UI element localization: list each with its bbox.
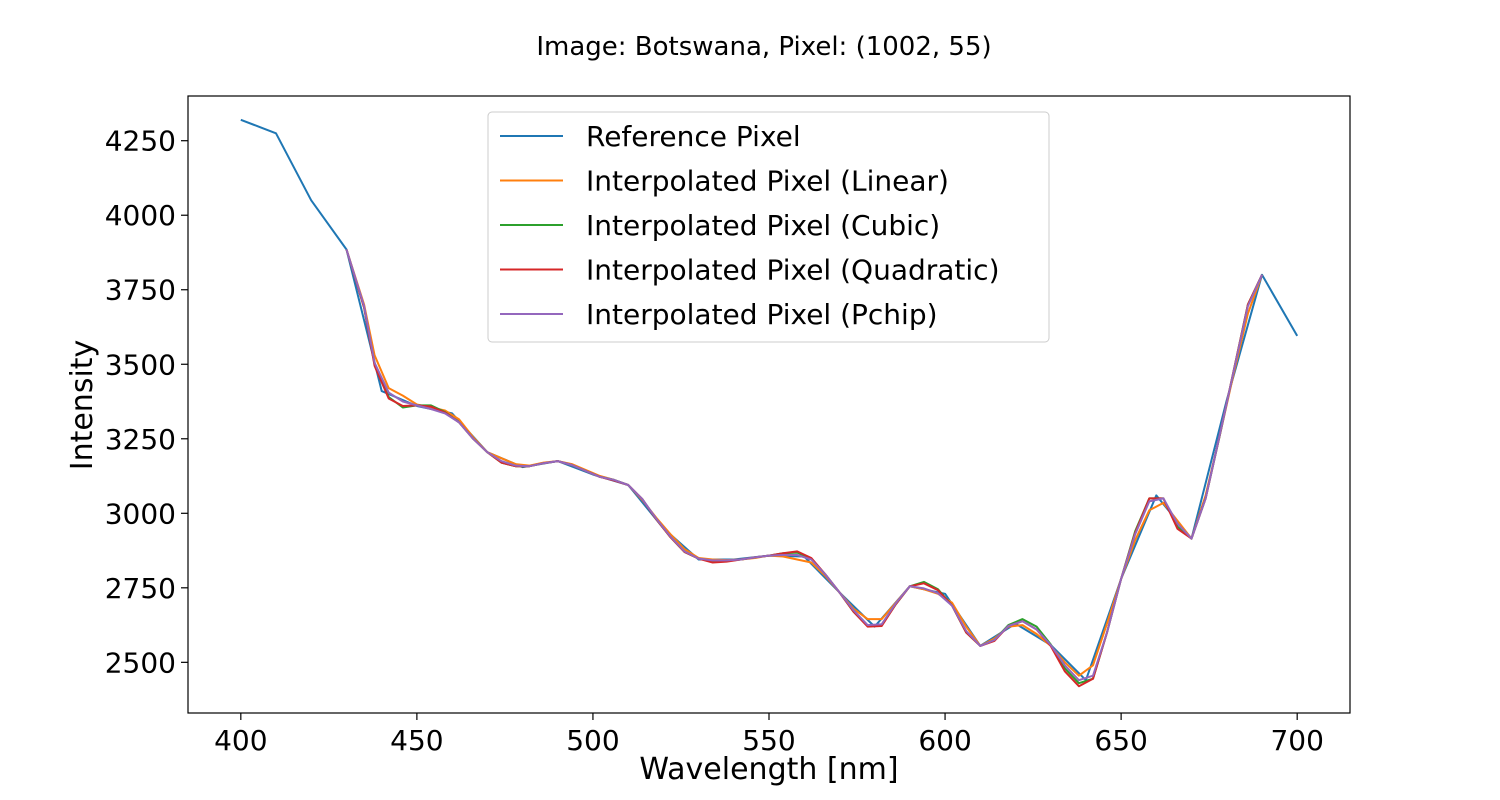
plot-lines bbox=[240, 118, 1299, 688]
x-tick-label: 450 bbox=[390, 724, 443, 757]
y-tick-label: 4000 bbox=[105, 199, 176, 232]
legend-box bbox=[487, 111, 1050, 343]
legend-item-interpolated-pixel-quadratic: Interpolated Pixel (Quadratic) bbox=[500, 254, 1000, 287]
x-tick-label: 700 bbox=[1270, 724, 1323, 757]
y-tick-label: 3250 bbox=[105, 423, 176, 456]
legend-label: Reference Pixel bbox=[586, 120, 801, 153]
y-tick-label: 3500 bbox=[105, 348, 176, 381]
y-axis: 2500 2750 3000 3250 3500 3750 4000 4250 bbox=[105, 125, 188, 679]
y-tick-label: 3000 bbox=[105, 497, 176, 530]
legend-item-interpolated-pixel-cubic: Interpolated Pixel (Cubic) bbox=[500, 209, 940, 242]
legend-item-reference-pixel: Reference Pixel bbox=[500, 120, 801, 153]
legend-label: Interpolated Pixel (Cubic) bbox=[586, 209, 940, 242]
legend-label: Interpolated Pixel (Linear) bbox=[586, 165, 949, 198]
x-tick-label: 600 bbox=[918, 724, 971, 757]
legend-item-interpolated-pixel-linear: Interpolated Pixel (Linear) bbox=[500, 165, 949, 198]
series-line-interpolated-pixel-linear bbox=[345, 249, 1263, 677]
x-axis: 400 450 500 550 600 650 700 bbox=[214, 713, 1324, 757]
y-tick-label: 2750 bbox=[105, 572, 176, 605]
x-axis-label: Wavelength [nm] bbox=[639, 752, 898, 787]
legend-label: Interpolated Pixel (Pchip) bbox=[586, 298, 938, 331]
legend-label: Interpolated Pixel (Quadratic) bbox=[586, 254, 1000, 287]
x-tick-label: 400 bbox=[214, 724, 267, 757]
y-tick-label: 2500 bbox=[105, 646, 176, 679]
y-tick-label: 3750 bbox=[105, 274, 176, 307]
x-tick-label: 500 bbox=[566, 724, 619, 757]
legend-item-interpolated-pixel-pchip: Interpolated Pixel (Pchip) bbox=[500, 298, 938, 331]
x-tick-label: 650 bbox=[1094, 724, 1147, 757]
y-tick-label: 4250 bbox=[105, 125, 176, 158]
y-axis-label: Intensity bbox=[65, 340, 100, 471]
series-line-interpolated-pixel-pchip bbox=[345, 249, 1263, 682]
legend: Reference Pixel Interpolated Pixel (Linea… bbox=[487, 111, 1050, 343]
x-tick-label: 550 bbox=[742, 724, 795, 757]
chart-title: Image: Botswana, Pixel: (1002, 55) bbox=[536, 32, 991, 62]
